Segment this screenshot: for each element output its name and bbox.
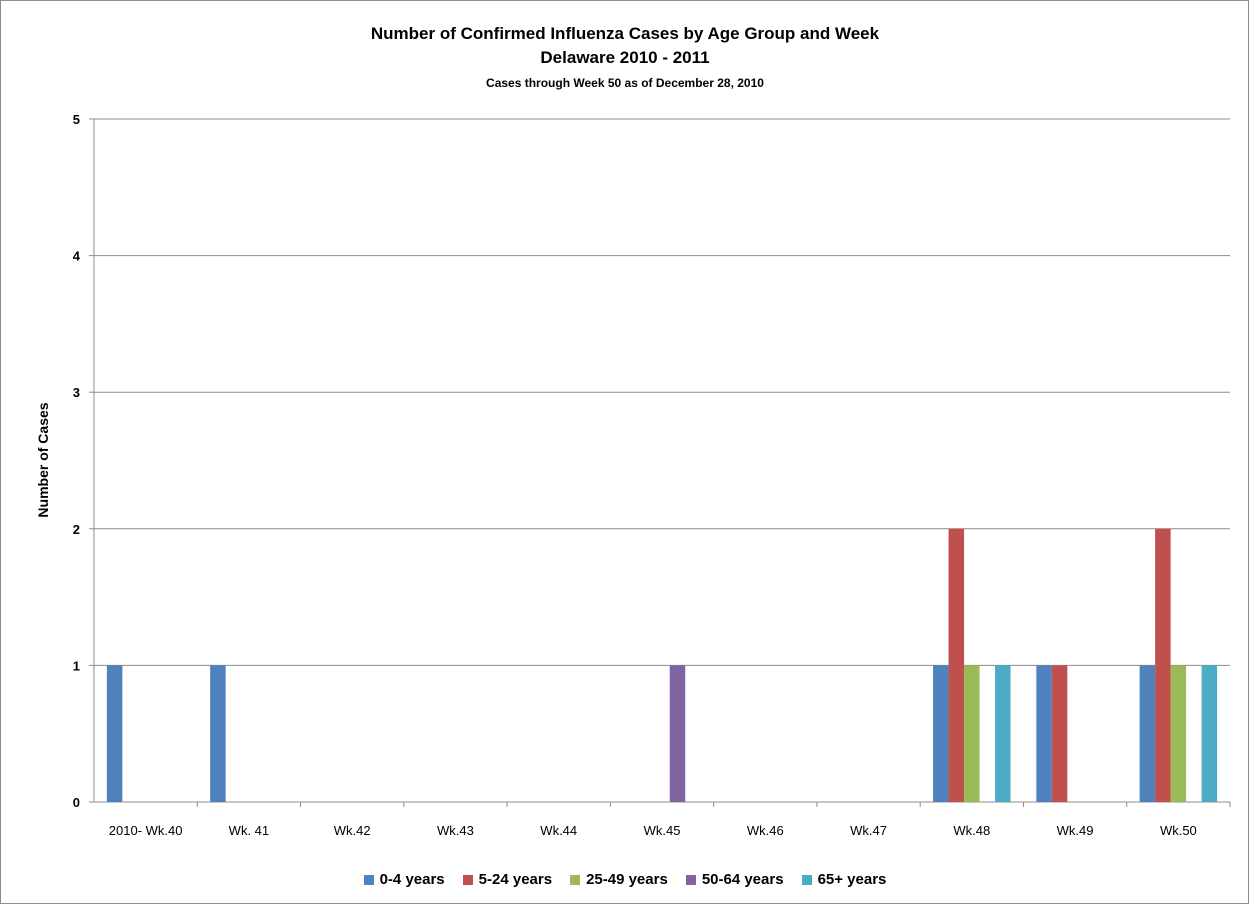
x-tick-label: 2010- Wk.40 (109, 823, 183, 838)
bar (964, 665, 980, 802)
bars (106, 528, 1218, 802)
bar (1201, 665, 1218, 802)
x-tick-label: Wk.43 (437, 823, 474, 838)
x-tick-label: Wk.49 (1057, 823, 1094, 838)
legend-item: 65+ years (801, 871, 887, 888)
legend-label: 5-24 years (478, 871, 553, 888)
legend-item: 25-49 years (570, 871, 668, 888)
legend-label: 25-49 years (586, 871, 668, 888)
legend-swatch (363, 874, 374, 885)
y-tick-label: 1 (73, 658, 80, 673)
x-tick-label: Wk.46 (747, 823, 784, 838)
gridlines (94, 118, 1230, 666)
legend: 0-4 years 5-24 years 25-49 years 50-64 year… (0, 871, 1250, 888)
bar (210, 665, 226, 802)
legend-swatch (462, 874, 473, 885)
legend-label: 50-64 years (701, 871, 784, 888)
bar (1051, 665, 1068, 802)
y-tick-label: 3 (73, 385, 80, 400)
x-tick-label: Wk.47 (850, 823, 887, 838)
bar (1155, 528, 1171, 802)
legend-label: 0-4 years (379, 871, 445, 888)
y-tick-label: 0 (73, 795, 80, 810)
legend-swatch (570, 874, 581, 885)
x-tick-label: Wk.45 (644, 823, 681, 838)
bar (1036, 665, 1052, 802)
legend-item: 50-64 years (685, 871, 784, 888)
x-tick-label: Wk.48 (953, 823, 990, 838)
x-tick-label: Wk.50 (1160, 823, 1197, 838)
bar (669, 665, 686, 802)
legend-swatch (801, 874, 812, 885)
chart-title: Number of Confirmed Influenza Cases by A… (370, 24, 880, 43)
x-tick-label: Wk.42 (334, 823, 371, 838)
bar (106, 665, 123, 802)
legend-item: 5-24 years (462, 871, 553, 888)
bar (1170, 665, 1187, 802)
y-tick-label: 4 (73, 249, 81, 264)
legend-swatch (685, 874, 696, 885)
legend-item: 0-4 years (363, 871, 445, 888)
y-tick-label: 5 (73, 112, 80, 127)
bar (933, 665, 949, 802)
chart-subtitle: Delaware 2010 - 2011 (540, 48, 710, 67)
chart-note: Cases through Week 50 as of December 28,… (486, 76, 764, 90)
legend-label: 65+ years (817, 871, 887, 888)
bar (948, 528, 965, 802)
y-tick-label: 2 (73, 522, 80, 537)
bar (995, 665, 1011, 802)
bar (1139, 665, 1156, 802)
x-tick-label: Wk. 41 (229, 823, 269, 838)
x-tick-label: Wk.44 (540, 823, 577, 838)
tick-labels: 0 1 2 3 4 5 2010- Wk.40 Wk. 41 Wk.42 Wk.43 Wk.44 Wk… (73, 112, 1197, 838)
